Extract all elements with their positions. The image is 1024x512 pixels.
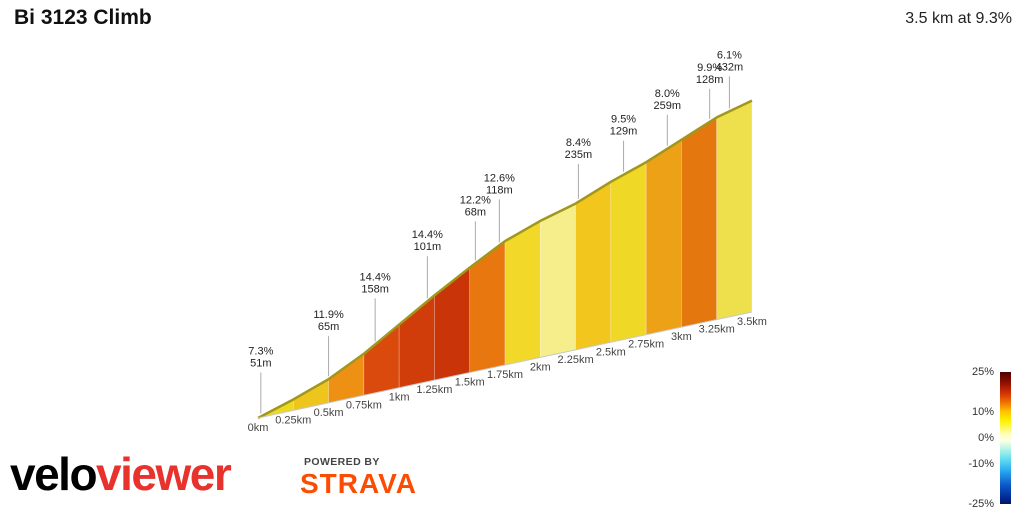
climb-summary: 3.5 km at 9.3% — [905, 10, 1012, 27]
profile-band — [645, 139, 682, 336]
profile-edge-line — [257, 99, 753, 420]
axis-tick-label: 2.75km — [628, 339, 664, 351]
segment-gradient-label: 7.3% — [248, 346, 273, 358]
segment-gradient-label: 8.0% — [655, 88, 680, 100]
strava-wordmark: STRAVA — [300, 468, 417, 499]
segment-elevation-label: 235m — [565, 149, 593, 161]
axis-tick-label: 1.75km — [487, 369, 523, 381]
segment-elevation-label: 259m — [654, 100, 682, 112]
segment-elevation-label: 432m — [716, 61, 744, 73]
veloviewer-logo: veloviewer — [10, 448, 232, 500]
segment-elevation-label: 158m — [361, 283, 389, 295]
segment-elevation-label: 65m — [318, 321, 339, 333]
axis-tick-label: 1.25km — [416, 384, 452, 396]
segment-gradient-label: 6.1% — [717, 49, 742, 61]
page-title: Bi 3123 Climb — [14, 6, 152, 29]
legend-tick-label: -10% — [968, 458, 994, 471]
axis-tick-label: 0.25km — [275, 414, 311, 426]
profile-band — [469, 240, 506, 373]
axis-tick-label: 3.25km — [699, 324, 735, 336]
gradient-legend-bar — [1000, 372, 1011, 504]
veloviewer-logo-viewer: viewer — [96, 448, 232, 500]
profile-baseline — [257, 311, 753, 419]
axis-tick-label: 2.25km — [558, 354, 594, 366]
profile-band — [610, 161, 647, 343]
segment-gradient-label: 12.6% — [484, 172, 515, 184]
legend-tick-label: 10% — [971, 405, 994, 418]
axis-tick-label: 2km — [530, 361, 551, 373]
axis-tick-label: 3km — [671, 331, 692, 343]
segment-gradient-label: 9.5% — [611, 114, 636, 126]
segment-gradient-label: 14.4% — [360, 271, 391, 283]
segment-gradient-label: 8.4% — [566, 137, 591, 149]
segment-elevation-label: 51m — [250, 358, 271, 370]
profile-band — [292, 378, 329, 411]
segment-gradient-label: 9.9% — [697, 62, 722, 74]
segment-elevation-label: 129m — [610, 126, 638, 138]
axis-tick-label: 2.5km — [596, 346, 626, 358]
segment-elevation-label: 128m — [696, 74, 724, 86]
axis-tick-label: 0km — [248, 422, 269, 434]
axis-tick-label: 3.5km — [737, 316, 767, 328]
segment-gradient-label: 14.4% — [412, 229, 443, 241]
profile-band — [716, 100, 753, 320]
axis-tick-label: 1km — [389, 392, 410, 404]
segment-gradient-label: 11.9% — [313, 309, 344, 321]
profile-band — [681, 116, 718, 328]
profile-band — [575, 181, 612, 351]
segment-elevation-label: 68m — [465, 206, 486, 218]
legend-tick-label: 0% — [978, 432, 994, 444]
segment-elevation-label: 101m — [414, 241, 442, 253]
profile-band — [539, 203, 576, 358]
axis-tick-label: 1.5km — [455, 377, 485, 389]
profile-band — [504, 220, 541, 366]
legend-tick-label: 25% — [971, 366, 994, 378]
profile-band — [434, 266, 471, 381]
segment-elevation-label: 118m — [486, 184, 513, 196]
profile-band — [328, 353, 365, 404]
powered-by-label: POWERED BY — [304, 456, 380, 468]
profile-band — [363, 323, 400, 396]
veloviewer-logo-velo: velo — [10, 448, 98, 500]
axis-tick-label: 0.5km — [314, 407, 344, 419]
axis-tick-label: 0.75km — [346, 399, 382, 411]
legend-tick-label: -25% — [968, 498, 994, 510]
segment-gradient-label: 12.2% — [460, 194, 491, 206]
